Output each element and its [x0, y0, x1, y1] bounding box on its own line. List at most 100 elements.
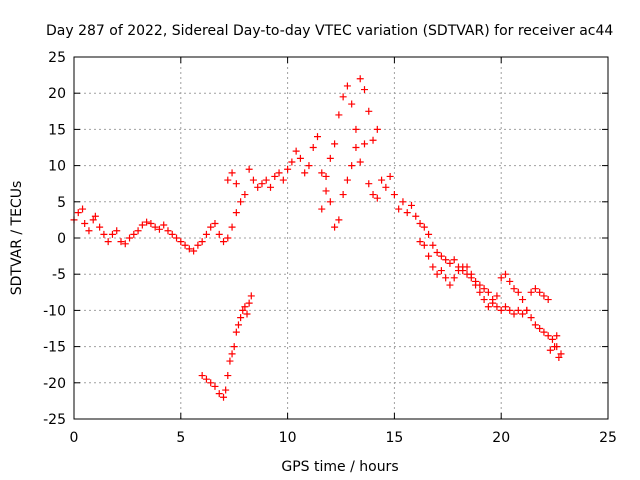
data-point-main-band	[446, 259, 454, 267]
data-point-secondary-band	[348, 162, 356, 170]
data-point-secondary-band	[467, 270, 475, 278]
data-point-main-band	[85, 227, 93, 235]
data-point-main-band	[309, 144, 317, 151]
x-tick-label: 5	[176, 430, 185, 446]
data-point-main-band	[271, 172, 279, 180]
data-point-main-band	[557, 350, 565, 358]
data-point-secondary-band	[514, 306, 522, 314]
data-point-main-band	[275, 169, 283, 177]
data-point-secondary-band	[531, 285, 539, 293]
data-point-low-arc	[202, 375, 210, 383]
data-point-main-band	[442, 256, 450, 264]
data-point-main-band	[190, 247, 198, 255]
data-point-secondary-band	[446, 281, 454, 289]
data-point-main-band	[548, 335, 556, 343]
data-point-main-band	[74, 209, 82, 217]
data-point-main-band	[228, 223, 236, 231]
data-point-main-band	[215, 230, 223, 238]
data-point-main-band	[296, 154, 304, 162]
y-tick-label: 10	[48, 159, 66, 175]
data-point-main-band	[284, 165, 292, 173]
data-point-main-band	[360, 86, 368, 94]
y-tick-label: -25	[43, 412, 66, 428]
data-point-main-band	[369, 136, 377, 144]
data-point-main-band	[220, 238, 228, 246]
data-point-main-band	[143, 218, 151, 226]
data-point-secondary-band	[472, 277, 480, 285]
data-point-low-arc	[234, 321, 242, 329]
data-point-main-band	[104, 238, 112, 246]
data-point-main-band	[151, 223, 159, 231]
data-point-low-arc	[230, 343, 238, 351]
y-tick-label: -10	[43, 303, 66, 319]
data-point-main-band	[527, 314, 535, 322]
data-point-secondary-band	[352, 144, 360, 151]
data-point-main-band	[249, 176, 257, 184]
data-point-secondary-band	[335, 216, 343, 224]
data-point-main-band	[121, 240, 129, 248]
data-point-secondary-band	[429, 263, 437, 271]
data-point-secondary-band	[356, 158, 364, 166]
data-point-secondary-band	[510, 310, 518, 318]
data-point-main-band	[241, 191, 249, 199]
data-point-main-band	[514, 288, 522, 296]
data-point-main-band	[544, 332, 552, 340]
data-point-main-band	[433, 248, 441, 256]
data-point-main-band	[373, 125, 381, 133]
data-point-main-band	[185, 245, 193, 253]
data-point-main-band	[117, 238, 125, 246]
data-point-main-band	[160, 221, 168, 229]
data-point-main-band	[254, 183, 262, 191]
data-point-main-band	[501, 270, 509, 278]
data-point-low-arc	[243, 310, 251, 318]
data-point-main-band	[536, 325, 544, 332]
y-tick-label: 15	[48, 122, 66, 138]
data-point-main-band	[425, 230, 433, 238]
data-point-main-band	[89, 216, 97, 224]
data-point-secondary-band	[326, 198, 334, 206]
data-point-main-band	[403, 209, 411, 217]
data-point-main-band	[343, 82, 351, 90]
data-point-secondary-band	[523, 306, 531, 314]
data-point-main-band	[81, 220, 89, 228]
data-point-low-arc	[198, 372, 206, 380]
data-point-secondary-band	[527, 288, 535, 296]
data-point-main-band	[318, 169, 326, 177]
data-point-main-band	[314, 133, 322, 141]
data-point-main-band	[484, 303, 492, 311]
axis-ticks	[73, 56, 609, 420]
grid-lines	[74, 57, 608, 419]
data-point-main-band	[100, 230, 108, 238]
data-point-main-band	[386, 172, 394, 180]
data-point-main-band	[531, 321, 539, 329]
data-point-low-arc	[222, 386, 230, 394]
data-point-low-arc	[245, 299, 253, 307]
data-point-main-band	[356, 75, 364, 83]
data-point-low-arc	[207, 379, 215, 387]
data-point-secondary-band	[331, 223, 339, 231]
data-point-main-band	[181, 241, 189, 249]
data-point-main-band	[288, 158, 296, 166]
data-point-main-band	[399, 198, 407, 206]
data-point-main-band	[224, 176, 232, 184]
data-point-secondary-band	[476, 281, 484, 289]
data-point-secondary-band	[450, 274, 458, 282]
data-point-secondary-band	[425, 252, 433, 260]
data-point-low-arc	[241, 303, 249, 311]
data-point-main-band	[331, 140, 339, 148]
data-point-main-band	[476, 288, 484, 296]
data-point-main-band	[202, 230, 210, 238]
tick-labels: 0 5 10 15 20 25 25 20 15 10 5 0 -5 -10 -15 -20 -25	[43, 50, 617, 446]
data-point-low-arc	[224, 372, 232, 380]
data-point-secondary-band	[519, 310, 527, 318]
data-point-main-band	[301, 169, 309, 177]
data-point-secondary-band	[536, 288, 544, 296]
data-point-main-band	[390, 191, 398, 199]
data-point-main-band	[519, 296, 527, 304]
data-point-main-band	[292, 147, 300, 155]
data-point-secondary-band	[501, 303, 509, 311]
data-point-low-arc	[247, 292, 255, 300]
data-point-secondary-band	[416, 238, 424, 246]
data-point-secondary-band	[540, 292, 548, 300]
